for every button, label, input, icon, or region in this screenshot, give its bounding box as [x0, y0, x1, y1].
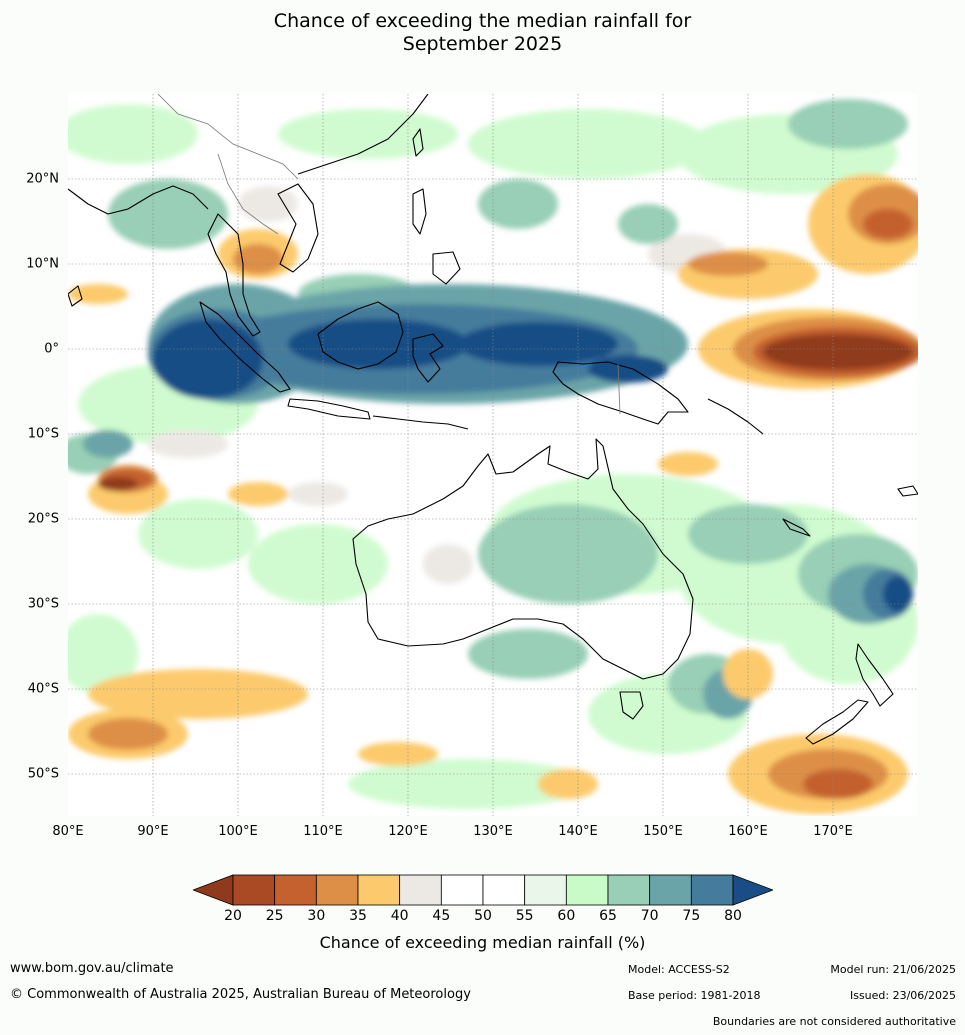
colorbar-label: Chance of exceeding median rainfall (%) [319, 933, 646, 952]
india-coastline [68, 185, 209, 215]
map-title-line2: September 2025 [402, 33, 563, 55]
base-period-text: Base period: 1981-2018 [628, 989, 761, 1002]
colorbar-under-arrow [191, 874, 234, 906]
lat-label-30s: 30°S [27, 596, 59, 612]
model-text: Model: ACCESS-S2 [628, 963, 730, 976]
rainfall-fields [68, 99, 918, 814]
philippines-coastline [412, 188, 427, 235]
sumatra-coastline [199, 301, 291, 393]
lat-label-20s: 20°S [27, 511, 59, 527]
lon-label-100e: 100°E [218, 824, 258, 839]
vietnam-coastline [277, 183, 319, 273]
colorbar-tick-label: 25 [265, 908, 284, 924]
taiwan-coastline [412, 128, 424, 157]
colorbar-tick-label: 40 [390, 908, 409, 924]
lon-label-160e: 160°E [728, 824, 768, 839]
lon-label-140e: 140°E [558, 824, 598, 839]
lat-label-50s: 50°S [27, 766, 59, 782]
lon-label-110e: 110°E [303, 824, 343, 839]
australia-coastline [352, 438, 694, 680]
lesser-sundas-coastline [372, 415, 469, 430]
copyright-text: © Commonwealth of Australia 2025, Austra… [10, 987, 471, 1002]
colorbar-cell [315, 874, 359, 906]
website-link[interactable]: www.bom.gov.au/climate [10, 961, 174, 976]
colorbar-tick-label: 60 [557, 908, 576, 924]
country-borders [157, 94, 621, 415]
graticule [68, 94, 918, 816]
colorbar-tick-label: 50 [474, 908, 492, 924]
java-coastline [287, 398, 371, 420]
lon-label-150e: 150°E [643, 824, 683, 839]
disclaimer-text: Boundaries are not considered authoritat… [712, 1015, 956, 1028]
colorbar-cell [440, 874, 484, 906]
fiji-coastline [897, 485, 918, 497]
china-coastline [297, 94, 429, 175]
new-zealand-north-coastline [855, 643, 894, 707]
colorbar-over-arrow [732, 874, 775, 906]
colorbar-cell [482, 874, 526, 906]
issued-text: Issued: 23/06/2025 [849, 989, 956, 1002]
colorbar-cell [232, 874, 276, 906]
colorbar-cell [357, 874, 401, 906]
colorbar [191, 874, 775, 906]
colorbar-tick-label: 45 [432, 908, 451, 924]
borneo-coastline [317, 301, 404, 370]
map-title: Chance of exceeding the median rainfall … [0, 10, 965, 56]
coastlines [68, 94, 918, 745]
lon-label-170e: 170°E [813, 824, 853, 839]
rainfall-map [68, 94, 918, 816]
colorbar-cell [690, 874, 734, 906]
lon-label-130e: 130°E [473, 824, 513, 839]
lon-label-80e: 80°E [52, 824, 84, 839]
colorbar-cell [649, 874, 692, 906]
lat-label-0: 0° [44, 341, 59, 357]
colorbar-tick-label: 75 [682, 908, 701, 924]
sri-lanka-coastline [68, 285, 83, 307]
colorbar-tick-label: 55 [515, 908, 534, 924]
colorbar-svg [191, 874, 775, 906]
lat-label-10s: 10°S [27, 426, 59, 442]
mindanao-coastline [432, 251, 461, 285]
indochina-coastline [207, 213, 261, 337]
lat-label-40s: 40°S [27, 681, 59, 697]
colorbar-tick-label: 70 [640, 908, 659, 924]
colorbar-tick-label: 65 [599, 908, 617, 924]
lon-label-120e: 120°E [388, 824, 428, 839]
new-zealand-south-coastline [805, 699, 869, 745]
colorbar-tick-label: 80 [724, 908, 742, 924]
sulawesi-coastline [412, 333, 444, 383]
colorbar-tick-label: 20 [224, 908, 242, 924]
model-run-text: Model run: 21/06/2025 [830, 963, 956, 976]
new-guinea-coastline [552, 361, 689, 425]
rainfall-map-svg [68, 94, 918, 816]
colorbar-cell [399, 874, 442, 906]
lon-label-90e: 90°E [137, 824, 169, 839]
lat-label-20n: 20°N [26, 171, 59, 187]
colorbar-tick-label: 30 [307, 908, 326, 924]
tasmania-coastline [619, 691, 644, 720]
colorbar-cell [607, 874, 651, 906]
map-title-line1: Chance of exceeding the median rainfall … [273, 10, 692, 32]
lat-label-10n: 10°N [26, 256, 59, 272]
colorbar-cell [524, 874, 567, 906]
new-caledonia-coastline [782, 518, 811, 537]
colorbar-cell [274, 874, 317, 906]
solomon-islands-coastline [707, 398, 764, 435]
colorbar-cell [565, 874, 609, 906]
colorbar-tick-label: 35 [349, 908, 367, 924]
